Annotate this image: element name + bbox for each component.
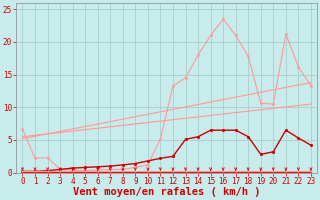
X-axis label: Vent moyen/en rafales ( km/h ): Vent moyen/en rafales ( km/h ) bbox=[73, 187, 260, 197]
